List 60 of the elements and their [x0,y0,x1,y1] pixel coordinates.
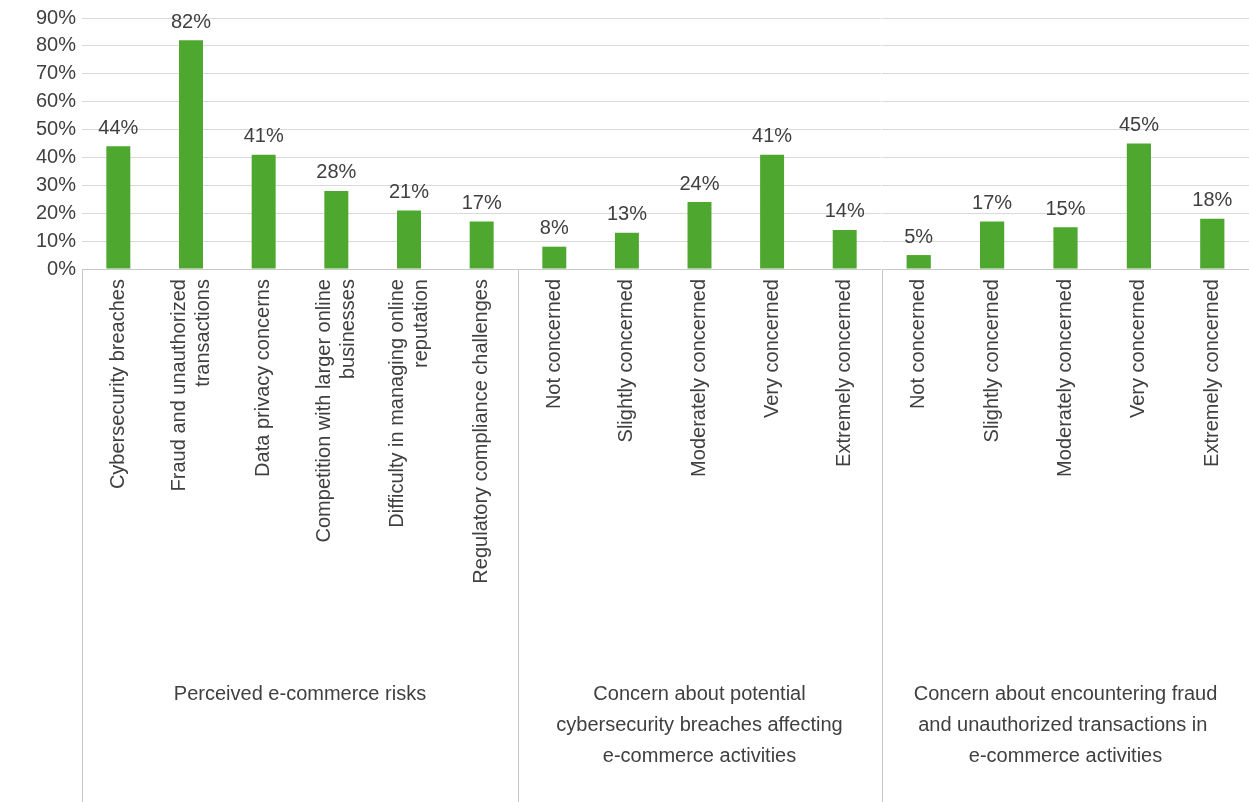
bar [397,210,421,269]
data-label: 15% [1045,196,1086,219]
data-label: 21% [388,179,430,202]
x-tick-label: Not concerned [906,279,929,410]
bar [760,154,785,269]
data-label: 24% [679,171,720,194]
bar [1126,143,1152,269]
x-tick-label: Slightly concerned [614,279,637,443]
bar [979,221,1005,269]
data-label: 5% [904,224,934,247]
y-tick-label: 10% [35,228,77,251]
bar [106,146,131,269]
data-label: 14% [824,199,865,222]
y-tick-label: 20% [35,200,77,223]
y-tick-label: 70% [35,61,77,84]
bar [542,246,567,269]
bar [687,202,712,269]
x-tick-label: Fraud and unauthorized transactions [166,279,213,492]
bar [251,154,276,269]
x-tick-label: Extremely concerned [832,279,855,467]
x-axis-title: Concern about potential cybersecurity breaches affecting e-commerce activities [556,681,843,766]
y-tick-label: 60% [35,89,77,112]
x-tick-label: Data privacy concerns [251,279,274,477]
x-tick-label: Moderately concerned [687,279,710,477]
x-tick-label: Competition with larger online businesses [311,279,358,543]
x-tick-label: Cybersecurity breaches [105,279,128,490]
y-tick-label: 80% [35,33,77,56]
x-tick-label: Very concerned [759,279,782,418]
data-label: 18% [1192,188,1233,211]
data-label: 28% [316,160,357,183]
data-label: 17% [461,191,502,214]
bar [324,190,349,269]
x-tick-label: Not concerned [541,279,564,410]
data-label: 17% [972,191,1013,214]
bar [469,221,494,269]
data-label: 8% [539,216,569,239]
bar [614,232,639,269]
y-tick-label: 0% [47,256,77,279]
y-tick-label: 40% [35,144,77,167]
x-tick-label: Extremely concerned [1199,279,1222,467]
bar [1200,218,1225,269]
data-label: 41% [243,124,284,147]
y-tick-label: 50% [35,117,77,140]
data-label: 82% [170,9,212,32]
bar [832,229,857,269]
x-tick-label: Slightly concerned [979,279,1002,443]
data-label: 13% [606,202,648,225]
x-axis-title: Concern about encountering fraud and unauthorized transactions in e-commerce activities [913,681,1218,766]
bar [906,255,931,269]
y-tick-label: 90% [35,5,77,28]
x-tick-label: Moderately concerned [1053,279,1076,477]
y-tick-label: 30% [35,172,77,195]
x-axis-title: Perceived e-commerce risks [173,681,427,704]
bar [1053,227,1078,269]
data-label: 44% [98,115,139,138]
x-tick-label: Very concerned [1126,279,1149,418]
x-tick-label: Regulatory compliance challenges [469,279,492,584]
data-label: 41% [752,124,793,147]
data-label: 45% [1118,113,1160,136]
bar [179,40,203,269]
